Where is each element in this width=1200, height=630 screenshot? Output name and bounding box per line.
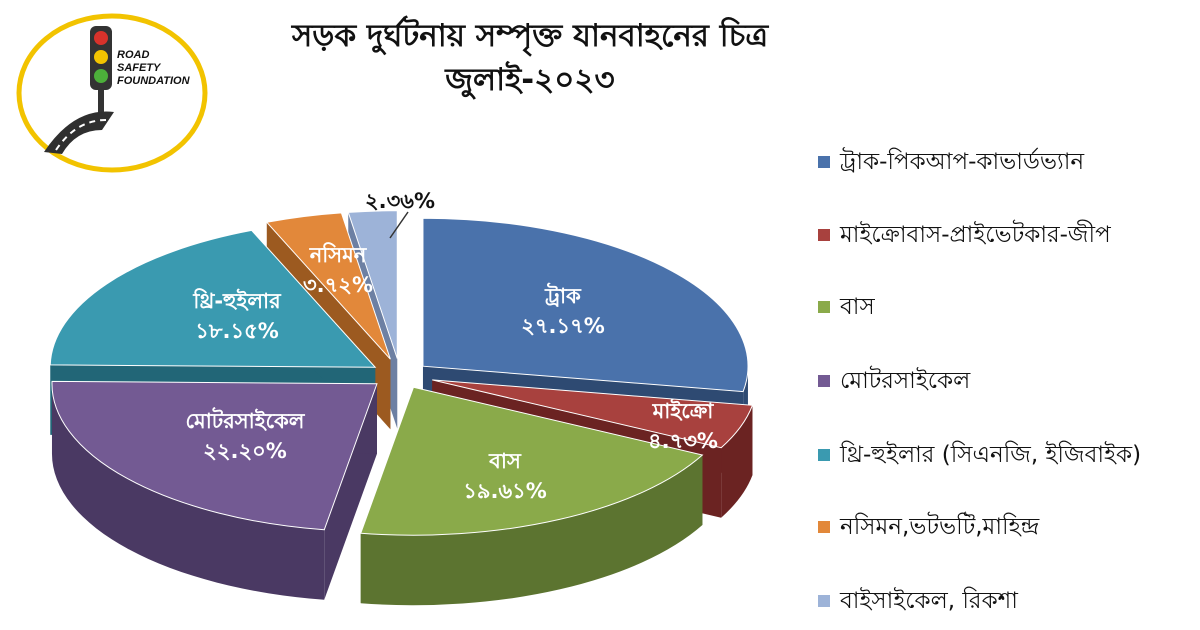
legend-label: থ্রি-হুইলার (সিএনজি, ইজিবাইক) bbox=[840, 442, 1142, 468]
slice-value-label-4: ১৮.১৫% bbox=[195, 319, 279, 343]
slice-value-label-5: ৩.৭২% bbox=[303, 273, 373, 297]
logo-text-foundation: FOUNDATION bbox=[117, 75, 191, 87]
pie-slice-2 bbox=[360, 386, 704, 536]
legend-label: ট্রাক-পিকআপ-কাভার্ডভ্যান bbox=[840, 149, 1085, 175]
legend-swatch bbox=[818, 521, 830, 533]
slice-label-2: বাস bbox=[488, 449, 522, 473]
legend-swatch bbox=[818, 449, 830, 461]
legend-label: বাস bbox=[840, 294, 875, 320]
slice-value-label-1: ৪.৭৩% bbox=[648, 429, 718, 453]
legend-label: মাইক্রোবাস-প্রাইভেটকার-জীপ bbox=[840, 222, 1111, 248]
legend-label: মোটরসাইকেল bbox=[840, 368, 971, 394]
slice-value-label-3: ২২.২০% bbox=[203, 439, 287, 463]
road-safety-foundation-logo: ROAD SAFETY FOUNDATION bbox=[16, 13, 208, 173]
road-icon bbox=[44, 111, 114, 154]
legend-label: নসিমন,ভটভটি,মাহিন্দ্র bbox=[840, 514, 1040, 540]
slice-label-4: থ্রি-হুইলার bbox=[192, 288, 282, 313]
legend-swatch bbox=[818, 229, 830, 241]
chart-title: সড়ক দুর্ঘটনায় সম্পৃক্ত যানবাহনের চিত্র bbox=[291, 18, 769, 54]
pie-slice-1 bbox=[432, 379, 754, 449]
logo-text-road: ROAD bbox=[117, 49, 149, 61]
legend-swatch bbox=[818, 156, 830, 168]
legend-swatch bbox=[818, 375, 830, 387]
pie-slice-0 bbox=[422, 217, 749, 393]
pie-slice-5 bbox=[265, 212, 391, 360]
pie-slice-4 bbox=[49, 229, 377, 368]
leader-line bbox=[389, 211, 409, 239]
slice-value-label-2: ১৯.৬১% bbox=[463, 479, 547, 503]
pie-slice-3 bbox=[51, 380, 378, 531]
chart-title-block: সড়ক দুর্ঘটনায় সম্পৃক্ত যানবাহনের চিত্র… bbox=[230, 14, 830, 102]
logo-text-safety: SAFETY bbox=[117, 62, 162, 74]
slice-label-3: মোটরসাইকেল bbox=[186, 407, 306, 433]
slice-value-label-0: ২৭.১৭% bbox=[521, 314, 605, 338]
pie-slice-6 bbox=[347, 210, 398, 359]
legend-swatch bbox=[818, 301, 830, 313]
slice-label-0: ট্রাক bbox=[544, 282, 582, 308]
slice-value-label-6: ২.৩৬% bbox=[365, 189, 435, 213]
chart-subtitle: জুলাই-২০২৩ bbox=[445, 62, 615, 98]
legend-label: বাইসাইকেল, রিকশা bbox=[840, 588, 1018, 614]
slice-label-5: নসিমন bbox=[309, 242, 368, 267]
slice-label-1: মাইক্রো bbox=[652, 398, 715, 423]
legend-swatch bbox=[818, 595, 830, 607]
